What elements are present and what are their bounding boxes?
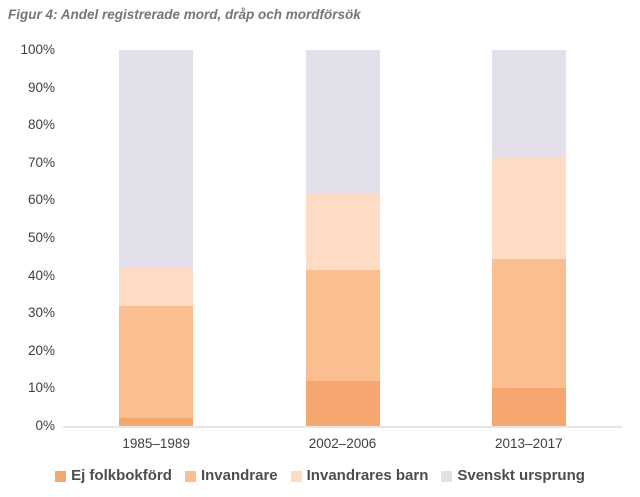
legend-item: Invandrares barn xyxy=(290,466,429,486)
legend: Ej folkbokförd Invandrare Invandrares barn… xyxy=(0,465,640,487)
bar-segment xyxy=(491,388,566,426)
legend-swatch-icon xyxy=(441,470,453,482)
y-tick-label: 20% xyxy=(27,342,55,358)
legend-label: Invandrares barn xyxy=(306,467,429,484)
y-tick-label: 30% xyxy=(27,305,55,321)
legend-label: Svenskt ursprung xyxy=(457,467,585,484)
y-tick-label: 100% xyxy=(20,42,55,57)
legend-swatch-icon xyxy=(290,470,302,482)
y-tick-label: 90% xyxy=(27,79,55,95)
y-tick-label: 50% xyxy=(27,230,55,245)
bar-segment xyxy=(119,50,194,269)
bar-segment xyxy=(491,50,566,158)
chart-title: Figur 4: Andel registrerade mord, dråp o… xyxy=(8,7,361,22)
x-category-label: 2013–2017 xyxy=(495,436,563,451)
bar-segment xyxy=(119,418,194,426)
bar-segment xyxy=(305,192,380,270)
y-tick-label: 0% xyxy=(35,418,55,433)
legend-item: Svenskt ursprung xyxy=(441,466,585,486)
bar-segment xyxy=(491,157,566,259)
legend-label: Invandrare xyxy=(200,467,278,484)
y-tick-label: 40% xyxy=(27,267,55,283)
bar-segment xyxy=(305,380,380,426)
legend-item: Invandrare xyxy=(184,466,278,486)
legend-label: Ej folkbokförd xyxy=(71,467,172,484)
legend-item: Ej folkbokförd xyxy=(55,466,172,486)
y-tick-label: 60% xyxy=(27,192,55,208)
bar-segment xyxy=(119,305,194,419)
x-category-label: 2002–2006 xyxy=(308,436,377,451)
legend-swatch-icon xyxy=(55,470,67,482)
bar-segment xyxy=(305,269,380,381)
bar-segment xyxy=(491,258,566,389)
plot-area xyxy=(63,50,622,428)
bar-segment xyxy=(305,50,380,193)
legend-swatch-icon xyxy=(184,470,196,482)
y-tick-label: 80% xyxy=(27,117,55,133)
x-category-label: 1985–1989 xyxy=(122,436,190,451)
y-tick-label: 10% xyxy=(27,380,55,396)
bar-segment xyxy=(119,268,194,306)
y-tick-label: 70% xyxy=(27,154,55,170)
